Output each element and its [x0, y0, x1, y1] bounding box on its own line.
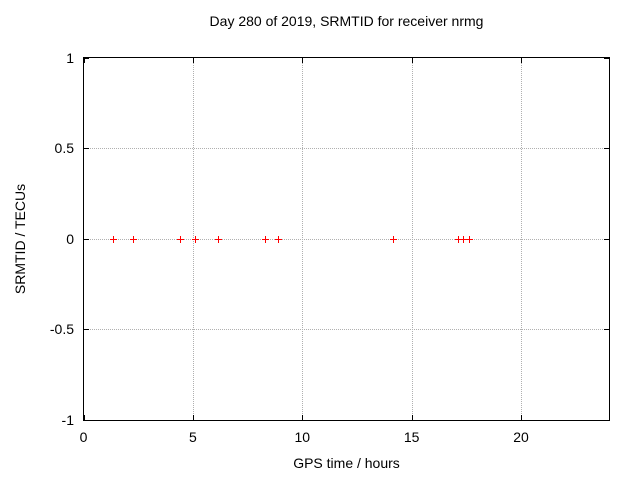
- data-point-marker: [176, 235, 184, 243]
- x-tick-mark: [411, 415, 413, 420]
- y-tick-label: -1: [61, 411, 74, 428]
- y-tick-mark: [84, 148, 89, 149]
- data-point-marker: [454, 235, 462, 243]
- chart-title: Day 280 of 2019, SRMTID for receiver nrm…: [209, 13, 484, 29]
- x-tick-mark: [83, 58, 85, 63]
- h-gridline: [84, 238, 609, 240]
- x-tick-mark: [192, 58, 194, 63]
- x-tick-mark: [83, 415, 85, 420]
- data-point-marker: [390, 235, 398, 243]
- y-tick-mark: [604, 148, 609, 149]
- data-point-marker: [215, 235, 223, 243]
- y-tick-label: 1: [66, 49, 74, 66]
- data-point-marker: [192, 235, 200, 243]
- y-tick-mark: [84, 238, 89, 240]
- h-gridline: [84, 329, 609, 330]
- data-point-marker: [262, 235, 270, 243]
- x-tick-label: 15: [403, 429, 420, 445]
- plot-area: [83, 57, 610, 421]
- x-tick-mark: [302, 415, 304, 420]
- x-axis-title: GPS time / hours: [293, 455, 400, 471]
- x-tick-label: 0: [79, 429, 88, 445]
- data-point-marker: [465, 235, 473, 243]
- data-point-marker: [130, 235, 138, 243]
- y-tick-mark: [604, 419, 609, 421]
- x-tick-mark: [521, 58, 522, 63]
- y-tick-label: 0: [66, 230, 74, 247]
- y-tick-mark: [604, 238, 609, 240]
- y-tick-label: 0.5: [54, 140, 74, 156]
- y-tick-mark: [604, 329, 609, 330]
- y-tick-label: -0.5: [49, 321, 74, 337]
- y-tick-mark: [84, 57, 89, 59]
- x-tick-mark: [521, 415, 522, 420]
- x-tick-mark: [192, 415, 194, 420]
- data-point-marker: [460, 235, 468, 243]
- y-tick-mark: [604, 57, 609, 59]
- x-tick-label: 10: [294, 429, 311, 445]
- x-tick-mark: [302, 58, 304, 63]
- data-point-marker: [109, 235, 117, 243]
- x-tick-label: 5: [188, 429, 197, 445]
- x-tick-label: 20: [513, 429, 529, 445]
- data-point-marker: [275, 235, 283, 243]
- h-gridline: [84, 148, 609, 149]
- y-tick-mark: [84, 419, 89, 421]
- x-tick-mark: [411, 58, 413, 63]
- y-tick-mark: [84, 329, 89, 330]
